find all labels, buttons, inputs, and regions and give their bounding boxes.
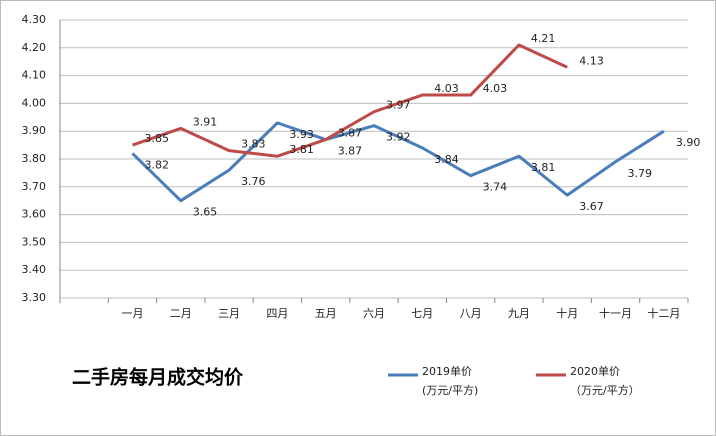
y-tick-label: 3.80 xyxy=(22,152,47,165)
data-label: 3.90 xyxy=(676,136,701,149)
x-tick-label: 二月 xyxy=(170,307,192,320)
x-tick-label: 五月 xyxy=(315,307,337,320)
data-label: 4.13 xyxy=(579,54,604,67)
chart-title: 二手房每月成交均价 xyxy=(72,366,244,389)
x-tick-label: 七月 xyxy=(411,307,433,320)
data-label: 3.85 xyxy=(144,132,169,145)
data-label: 4.03 xyxy=(483,82,508,95)
x-tick-label: 三月 xyxy=(218,307,240,320)
x-tick-label: 八月 xyxy=(460,307,482,320)
x-tick-label: 十月 xyxy=(556,306,578,320)
data-label: 3.87 xyxy=(338,145,363,158)
series-line xyxy=(131,43,568,158)
data-label: 3.91 xyxy=(193,115,218,128)
y-tick-label: 3.30 xyxy=(22,291,47,304)
data-label: 3.93 xyxy=(289,128,314,141)
data-label: 3.79 xyxy=(628,167,653,180)
data-label: 4.21 xyxy=(531,32,556,45)
y-tick-label: 3.60 xyxy=(22,208,47,221)
y-tick-label: 4.00 xyxy=(22,96,47,109)
y-tick-label: 3.40 xyxy=(22,263,47,276)
data-label: 3.82 xyxy=(144,158,169,171)
y-tick-label: 4.10 xyxy=(22,69,47,82)
series-line xyxy=(131,121,665,203)
data-label: 3.83 xyxy=(241,138,265,151)
data-label: 3.81 xyxy=(531,161,556,174)
x-tick-label: 十一月 xyxy=(599,306,632,320)
x-tick-label: 六月 xyxy=(363,307,385,320)
data-label: 3.74 xyxy=(483,181,508,194)
data-label: 3.76 xyxy=(241,175,265,188)
legend-label: 2019单价 xyxy=(422,365,472,378)
data-label: 4.03 xyxy=(434,82,459,95)
legend-unit: (万元/平方) xyxy=(422,383,478,397)
y-tick-label: 3.50 xyxy=(22,235,47,248)
legend-unit: （万元/平方） xyxy=(570,383,640,397)
data-label: 3.84 xyxy=(434,153,459,166)
data-label: 3.92 xyxy=(386,131,411,144)
data-label: 3.65 xyxy=(193,206,218,219)
x-tick-label: 一月 xyxy=(121,307,143,320)
data-label: 3.97 xyxy=(386,99,411,112)
legend-label: 2020单价 xyxy=(570,365,620,378)
y-tick-label: 4.20 xyxy=(22,41,47,54)
x-tick-label: 四月 xyxy=(266,307,288,320)
data-label: 3.67 xyxy=(579,200,604,213)
y-tick-label: 3.90 xyxy=(22,124,47,137)
y-tick-label: 3.70 xyxy=(22,180,47,193)
data-label: 3.87 xyxy=(338,127,363,140)
data-label: 3.81 xyxy=(289,143,314,156)
y-tick-label: 4.30 xyxy=(22,13,47,26)
x-tick-label: 十二月 xyxy=(647,306,680,320)
x-tick-label: 九月 xyxy=(508,307,530,320)
